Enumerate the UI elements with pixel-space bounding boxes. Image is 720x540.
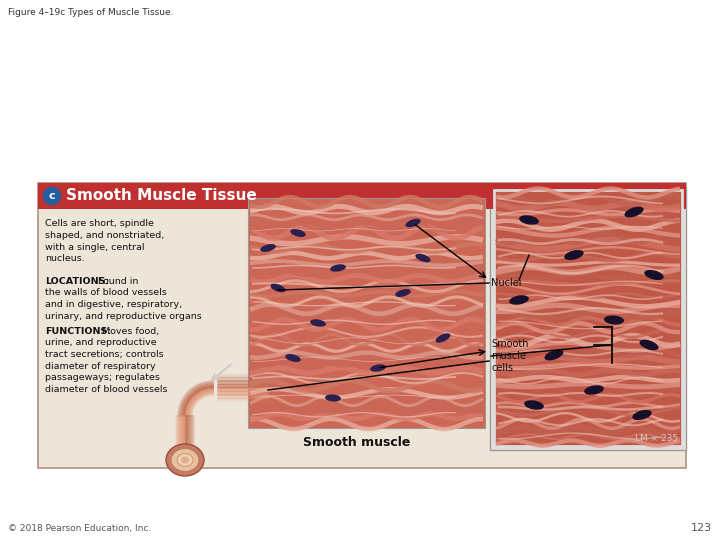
Text: Nuclei: Nuclei: [491, 278, 521, 288]
Ellipse shape: [260, 244, 276, 252]
Ellipse shape: [171, 449, 199, 471]
Text: 123: 123: [691, 523, 712, 533]
Text: urine, and reproductive
tract secretions; controls
diameter of respiratory
passa: urine, and reproductive tract secretions…: [45, 338, 168, 394]
Text: LM × 235: LM × 235: [635, 434, 678, 443]
Ellipse shape: [509, 295, 529, 305]
Ellipse shape: [370, 364, 386, 372]
Text: © 2018 Pearson Education, Inc.: © 2018 Pearson Education, Inc.: [8, 524, 151, 533]
Text: Found in: Found in: [95, 277, 138, 286]
Bar: [490, 186, 686, 450]
Ellipse shape: [290, 229, 306, 237]
Ellipse shape: [415, 254, 431, 262]
Ellipse shape: [524, 400, 544, 410]
Text: Moves food,: Moves food,: [99, 327, 159, 336]
Ellipse shape: [644, 270, 664, 280]
Text: Smooth
muscle
cells: Smooth muscle cells: [491, 339, 528, 373]
Ellipse shape: [436, 333, 451, 343]
Text: the walls of blood vessels
and in digestive, respiratory,
urinary, and reproduct: the walls of blood vessels and in digest…: [45, 288, 202, 321]
Ellipse shape: [166, 444, 204, 476]
Ellipse shape: [564, 250, 584, 260]
Bar: [38, 183, 686, 468]
Ellipse shape: [181, 456, 189, 463]
Circle shape: [43, 187, 60, 205]
Bar: [38, 183, 686, 209]
Bar: [494, 190, 682, 446]
Ellipse shape: [395, 289, 411, 297]
Ellipse shape: [405, 219, 420, 227]
Ellipse shape: [604, 315, 624, 325]
Bar: [248, 198, 485, 428]
Ellipse shape: [271, 284, 286, 292]
Ellipse shape: [639, 340, 659, 350]
Ellipse shape: [325, 394, 341, 402]
Text: c: c: [49, 191, 55, 201]
Text: LOCATIONS:: LOCATIONS:: [45, 277, 109, 286]
Text: Smooth Muscle Tissue: Smooth Muscle Tissue: [66, 188, 257, 204]
Ellipse shape: [519, 215, 539, 225]
Ellipse shape: [632, 410, 652, 420]
Ellipse shape: [177, 454, 193, 467]
Text: Figure 4–19c Types of Muscle Tissue.: Figure 4–19c Types of Muscle Tissue.: [8, 8, 174, 17]
Text: Smooth muscle: Smooth muscle: [303, 436, 410, 449]
Ellipse shape: [330, 264, 346, 272]
Text: FUNCTIONS:: FUNCTIONS:: [45, 327, 111, 336]
Ellipse shape: [310, 319, 326, 327]
Ellipse shape: [285, 354, 301, 362]
Ellipse shape: [584, 385, 604, 395]
Ellipse shape: [544, 349, 564, 360]
Text: Cells are short, spindle
shaped, and nonstriated,
with a single, central
nucleus: Cells are short, spindle shaped, and non…: [45, 219, 164, 264]
Ellipse shape: [624, 207, 644, 218]
